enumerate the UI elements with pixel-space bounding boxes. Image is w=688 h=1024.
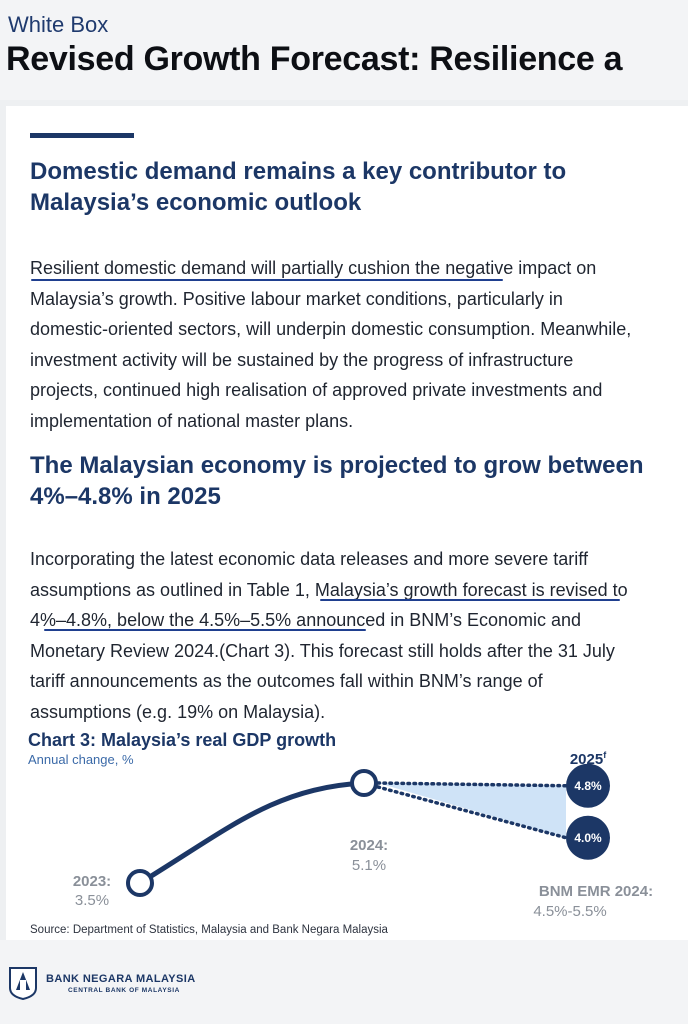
emr-value: 4.5%-5.5% <box>533 903 606 920</box>
section-kicker: White Box <box>8 12 109 37</box>
bank-name: BANK NEGARA MALAYSIA <box>46 973 196 985</box>
bnm-logo-icon <box>9 967 37 1000</box>
section-heading-growth-projection: The Malaysian economy is projected to gr… <box>30 452 644 510</box>
label-2024-value: 5.1% <box>352 857 386 874</box>
content-card: Domestic demand remains a key contributo… <box>6 106 688 940</box>
chart-source: Source: Department of Statistics, Malays… <box>30 924 388 936</box>
label-2023-value: 3.5% <box>75 892 109 909</box>
gdp-chart: 4.8% 4.0% 2023: 3.5% 2024: 5.1% 2025f BN… <box>73 750 653 920</box>
paragraph-growth-forecast: Incorporating the latest economic data r… <box>30 549 628 722</box>
label-2025-year: 2025f <box>570 750 607 768</box>
label-2023-year: 2023: <box>73 873 111 890</box>
forecast-low-label: 4.0% <box>574 831 602 845</box>
bank-subtitle: CENTRAL BANK OF MALAYSIA <box>68 987 180 994</box>
accent-bar <box>30 133 134 138</box>
data-point-2024 <box>350 769 378 797</box>
highlight-underline <box>31 279 503 281</box>
page-footer: BANK NEGARA MALAYSIA CENTRAL BANK OF MAL… <box>0 940 688 1024</box>
forecast-range-area <box>378 783 566 838</box>
chart-title: Chart 3: Malaysia’s real GDP growth <box>28 730 337 750</box>
highlight-underline <box>44 629 366 631</box>
highlight-underline <box>320 599 620 601</box>
forecast-high-dotted-line <box>376 781 568 788</box>
chart-subtitle: Annual change, % <box>28 752 134 767</box>
forecast-low-dotted-line <box>376 785 568 840</box>
data-point-2023 <box>126 869 154 897</box>
forecast-low-marker <box>566 815 610 860</box>
actual-growth-line <box>137 780 367 886</box>
page-title: Revised Growth Forecast: Resilience a <box>6 40 623 78</box>
page-header: White Box Revised Growth Forecast: Resil… <box>0 0 688 100</box>
label-2024-year: 2024: <box>350 837 388 854</box>
emr-label: BNM EMR 2024: <box>539 883 653 900</box>
paragraph-domestic-demand: Resilient domestic demand will partially… <box>30 258 632 431</box>
forecast-high-label: 4.8% <box>574 779 602 793</box>
forecast-high-marker <box>566 763 610 808</box>
section-heading-domestic-demand: Domestic demand remains a key contributo… <box>30 158 567 216</box>
